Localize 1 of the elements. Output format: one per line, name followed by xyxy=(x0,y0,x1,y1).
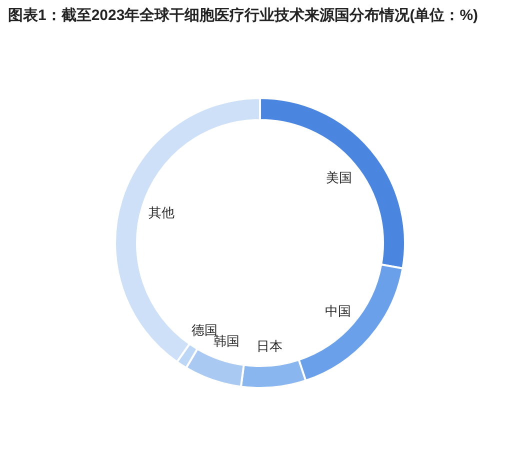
title: 图表1：截至2023年全球干细胞医疗行业技术来源国分布情况(单位：%) xyxy=(8,6,480,26)
